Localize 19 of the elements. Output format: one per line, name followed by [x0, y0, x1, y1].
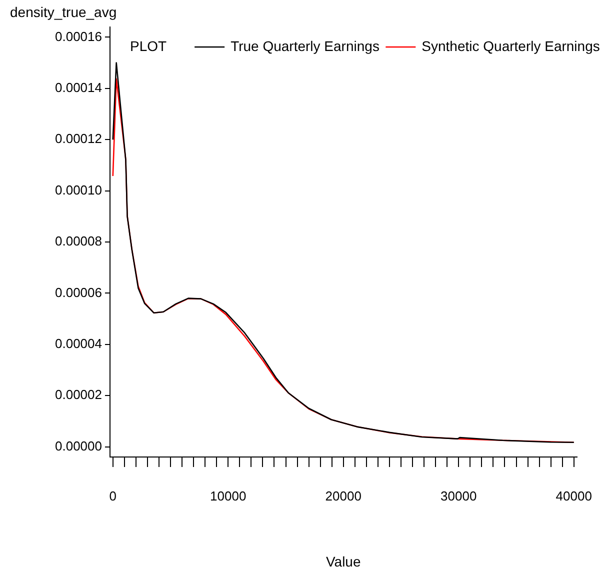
x-tick-label: 0 — [109, 488, 116, 504]
x-tick-label: 30000 — [440, 488, 477, 504]
y-tick-label: 0.00012 — [55, 131, 102, 146]
y-tick-label: 0.00004 — [55, 336, 102, 351]
y-tick-label: 0.00008 — [55, 234, 102, 249]
legend-title: PLOT — [130, 38, 168, 54]
x-tick-label: 10000 — [210, 488, 246, 504]
legend-label: True Quarterly Earnings — [230, 38, 380, 54]
y-tick-label: 0.00002 — [55, 387, 102, 402]
x-tick-label: 40000 — [556, 488, 592, 504]
x-tick-label: 20000 — [325, 488, 362, 504]
y-tick-label: 0.00000 — [55, 438, 102, 454]
x-axis-title: Value — [326, 553, 361, 570]
y-tick-label: 0.00006 — [55, 284, 102, 300]
y-tick-label: 0.00010 — [55, 182, 102, 198]
y-tick-label: 0.00014 — [55, 80, 102, 96]
legend-label: Synthetic Quarterly Earnings — [422, 38, 600, 54]
y-axis-title: density_true_avg — [10, 4, 117, 20]
y-tick-label: 0.00016 — [55, 28, 102, 44]
